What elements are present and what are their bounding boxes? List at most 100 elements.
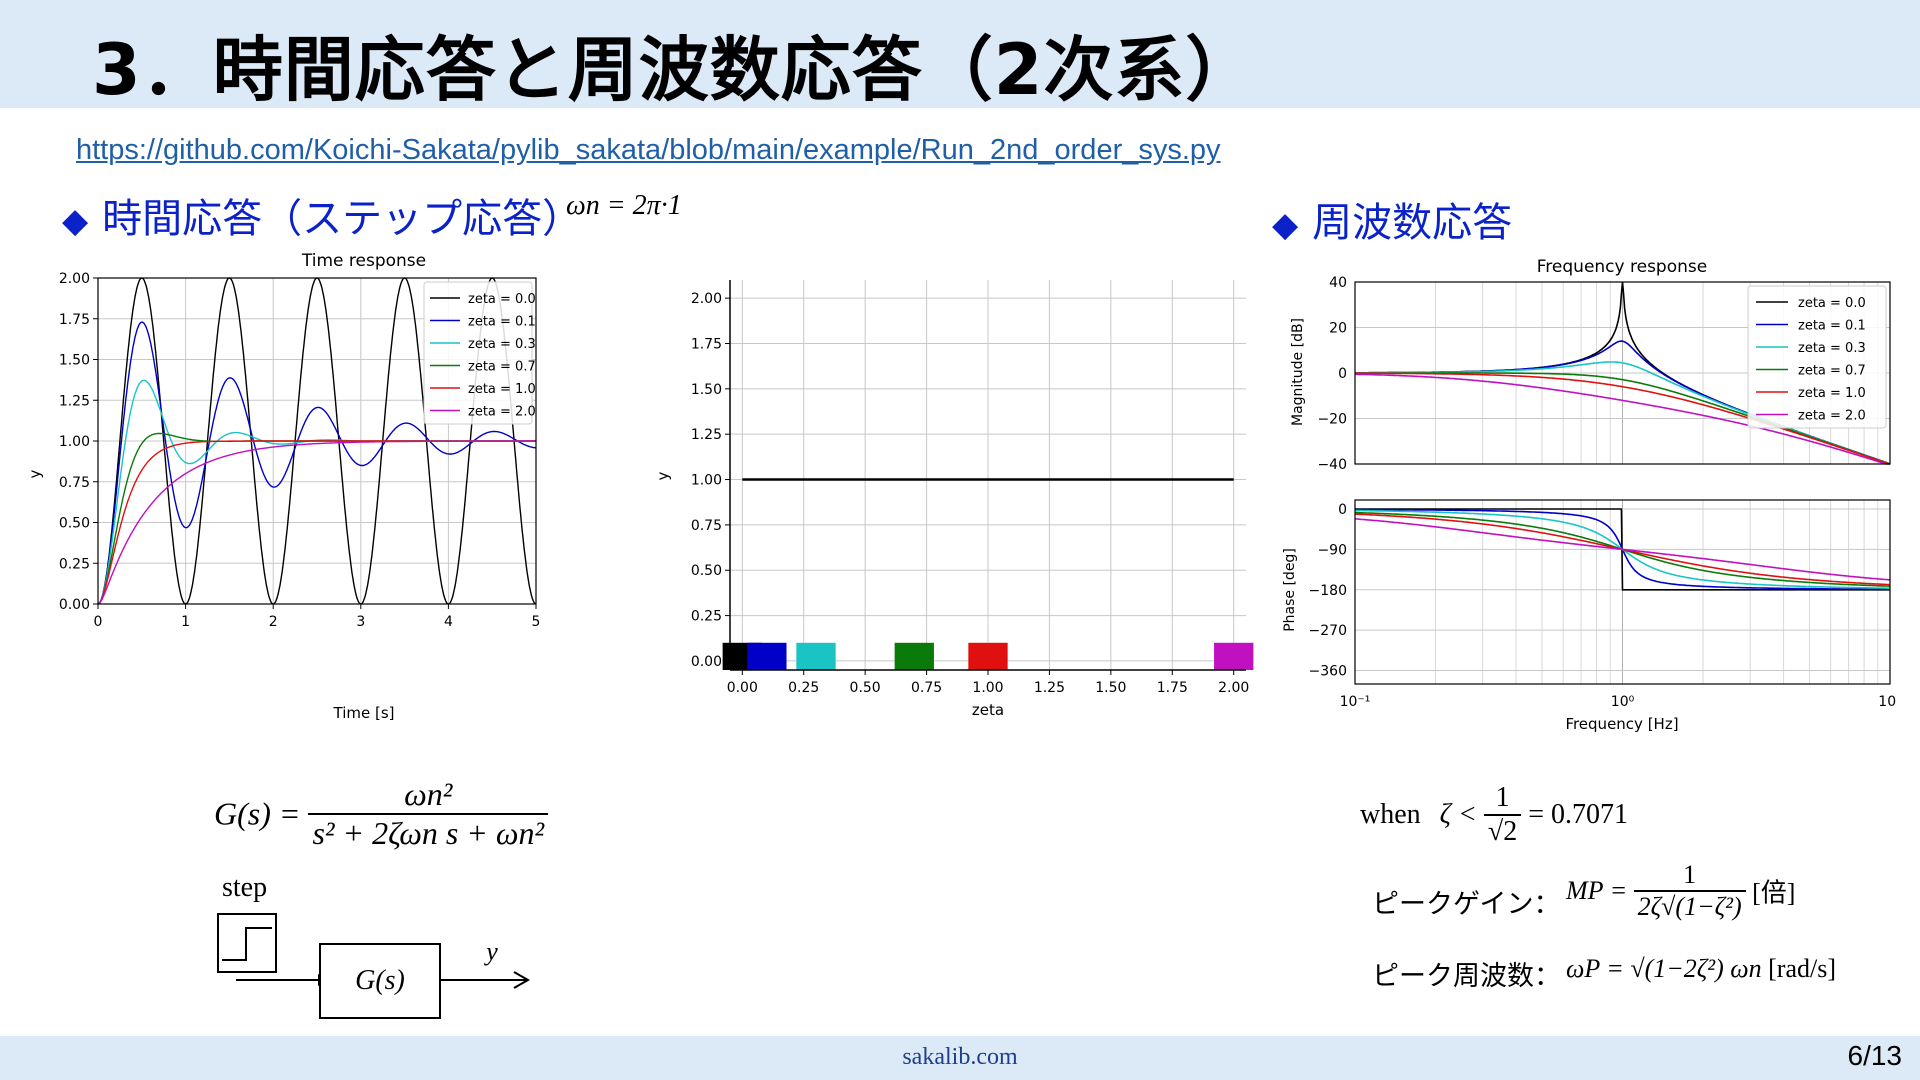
y-tick-label: −270: [1309, 623, 1347, 639]
frequency-response-chart: Frequency response 40 20 0 −20 −40 zeta = 0.…: [1282, 257, 1896, 733]
x-tick-label: 2.00: [1218, 680, 1249, 696]
y-axis-label: y: [654, 471, 672, 480]
y-tick-label: 0.50: [691, 563, 722, 579]
series-line: [97, 432, 536, 605]
y-tick-label: −180: [1309, 583, 1347, 599]
legend-label: zeta = 0.7: [1798, 364, 1866, 379]
magnitude-line: [1355, 372, 1891, 465]
when-prefix: when: [1360, 799, 1421, 830]
peak-gain-denominator: 2ζ√(1−ζ²): [1633, 890, 1746, 922]
x-tick-label: 0: [94, 614, 103, 630]
y-tick-label: 1.25: [59, 393, 90, 409]
block-diagram: G(s) y: [217, 913, 531, 1019]
x-tick-label: 5: [532, 614, 541, 630]
diamond-bullet-icon: ◆: [62, 201, 89, 241]
plot-frame: [1354, 281, 1891, 465]
x-tick-label: 1.25: [1034, 680, 1065, 696]
peak-freq-unit: [rad/s]: [1768, 954, 1836, 983]
x-tick-label: 0.25: [788, 680, 819, 696]
magnitude-line: [1355, 373, 1890, 465]
x-tick-label: 0.50: [850, 680, 881, 696]
x-tick-label: 4: [444, 614, 453, 630]
zeta-bar: [968, 642, 1008, 670]
when-condition: when ζ < 1 √2 = 0.7071: [1360, 782, 1628, 848]
legend-label: zeta = 0.3: [1798, 341, 1866, 356]
series-line: [97, 321, 536, 605]
peak-gain-formula: MP = 1 2ζ√(1−ζ²) [倍]: [1566, 860, 1795, 922]
y-tick-label: −40: [1317, 457, 1347, 473]
peak-gain-lhs: MP =: [1566, 876, 1628, 905]
step-label: step: [222, 872, 268, 903]
section-time-heading: ◆ 時間応答（ステップ応答）: [62, 186, 582, 244]
y-tick-label: 0.00: [691, 654, 722, 670]
y-tick-label: 1.00: [59, 434, 90, 450]
y-tick-label: 20: [1329, 321, 1347, 337]
x-tick-label: 1: [181, 614, 190, 630]
peak-freq-formula: ωP = √(1−2ζ²) ωn [rad/s]: [1566, 954, 1836, 984]
when-result: = 0.7071: [1528, 799, 1629, 830]
tf-denominator: s² + 2ζωn s + ωn²: [308, 813, 549, 852]
github-link[interactable]: https://github.com/Koichi-Sakata/pylib_s…: [76, 134, 1221, 166]
zeta-bar-chart: 0.00 0.25 0.50 0.75 1.00 1.25 1.50 1.75 2.00 0.00…: [654, 280, 1254, 719]
peak-gain-numerator: 1: [1683, 860, 1697, 889]
y-tick-label: 0: [1338, 502, 1347, 518]
legend-label: zeta = 0.1: [468, 315, 536, 330]
y-tick-label: 40: [1329, 275, 1347, 291]
legend-label: zeta = 1.0: [1798, 386, 1866, 401]
y-tick-label: 1.00: [691, 473, 722, 489]
peak-freq-expr: ωP = √(1−2ζ²) ωn: [1566, 954, 1762, 983]
phase-line: [1355, 508, 1890, 591]
x-tick-label: 3: [356, 614, 365, 630]
x-axis-label: Frequency [Hz]: [1565, 715, 1678, 733]
x-tick-label: 10¹: [1878, 694, 1896, 710]
legend-label: zeta = 0.0: [468, 292, 536, 307]
y-tick-label: 2.00: [59, 271, 90, 287]
y-tick-label: 0.50: [59, 516, 90, 532]
plant-label: G(s): [355, 965, 405, 996]
y-tick-label: 0.25: [59, 556, 90, 572]
omega-equation: ωn = 2π·1: [566, 190, 682, 221]
x-axis-label: zeta: [972, 701, 1004, 719]
y-tick-label: 1.75: [691, 336, 722, 352]
y-tick-label: −90: [1317, 542, 1347, 558]
tf-lhs: G(s) =: [214, 795, 301, 832]
time-response-chart: Time response 0 1 2 3 4 5 0.00 0.25 0.50 0.75 1.00…: [26, 251, 541, 722]
y-tick-label: 0.75: [59, 475, 90, 491]
chart-title: Frequency response: [1537, 257, 1707, 277]
plot-frame: [1354, 499, 1891, 685]
peak-freq-label: ピーク周波数：: [1372, 961, 1561, 992]
chart-title: Time response: [301, 251, 426, 271]
section-freq-heading: ◆ 周波数応答: [1272, 190, 1512, 248]
y-axis-label: y: [26, 469, 44, 478]
y-tick-label: 1.50: [59, 353, 90, 369]
x-tick-label: 10⁻¹: [1340, 694, 1371, 710]
plot-frame: [97, 277, 537, 605]
legend-label: zeta = 2.0: [1798, 409, 1866, 424]
phase-axis-label: Phase [deg]: [1282, 548, 1298, 632]
y-tick-label: −360: [1309, 664, 1347, 680]
peak-gain-unit: [倍]: [1752, 878, 1796, 908]
x-tick-label: 0.75: [911, 680, 942, 696]
x-tick-label: 1.50: [1095, 680, 1126, 696]
legend-label: zeta = 2.0: [468, 405, 536, 420]
series-line: [97, 440, 536, 605]
output-arrowhead-icon: [513, 971, 531, 989]
x-tick-label: 1.00: [972, 680, 1003, 696]
when-denominator: √2: [1483, 814, 1522, 848]
plant-block: [319, 943, 441, 1019]
zeta-bar: [796, 642, 836, 670]
legend-label: zeta = 0.1: [1798, 319, 1866, 334]
y-tick-label: 0.00: [59, 597, 90, 613]
footer-band: [0, 1036, 1920, 1080]
legend-label: zeta = 0.7: [468, 360, 536, 375]
page-number: 6/13: [1847, 1040, 1903, 1071]
magnitude-line: [1355, 372, 1891, 465]
diamond-bullet-icon: ◆: [1272, 205, 1299, 245]
step-input-box: [217, 913, 277, 973]
y-tick-label: 1.25: [691, 427, 722, 443]
zeta-bar: [1214, 642, 1254, 670]
when-numerator: 1: [1495, 782, 1510, 813]
x-tick-label: 1.75: [1157, 680, 1188, 696]
x-tick-label: 2: [269, 614, 278, 630]
magnitude-axis-label: Magnitude [dB]: [1290, 318, 1306, 426]
